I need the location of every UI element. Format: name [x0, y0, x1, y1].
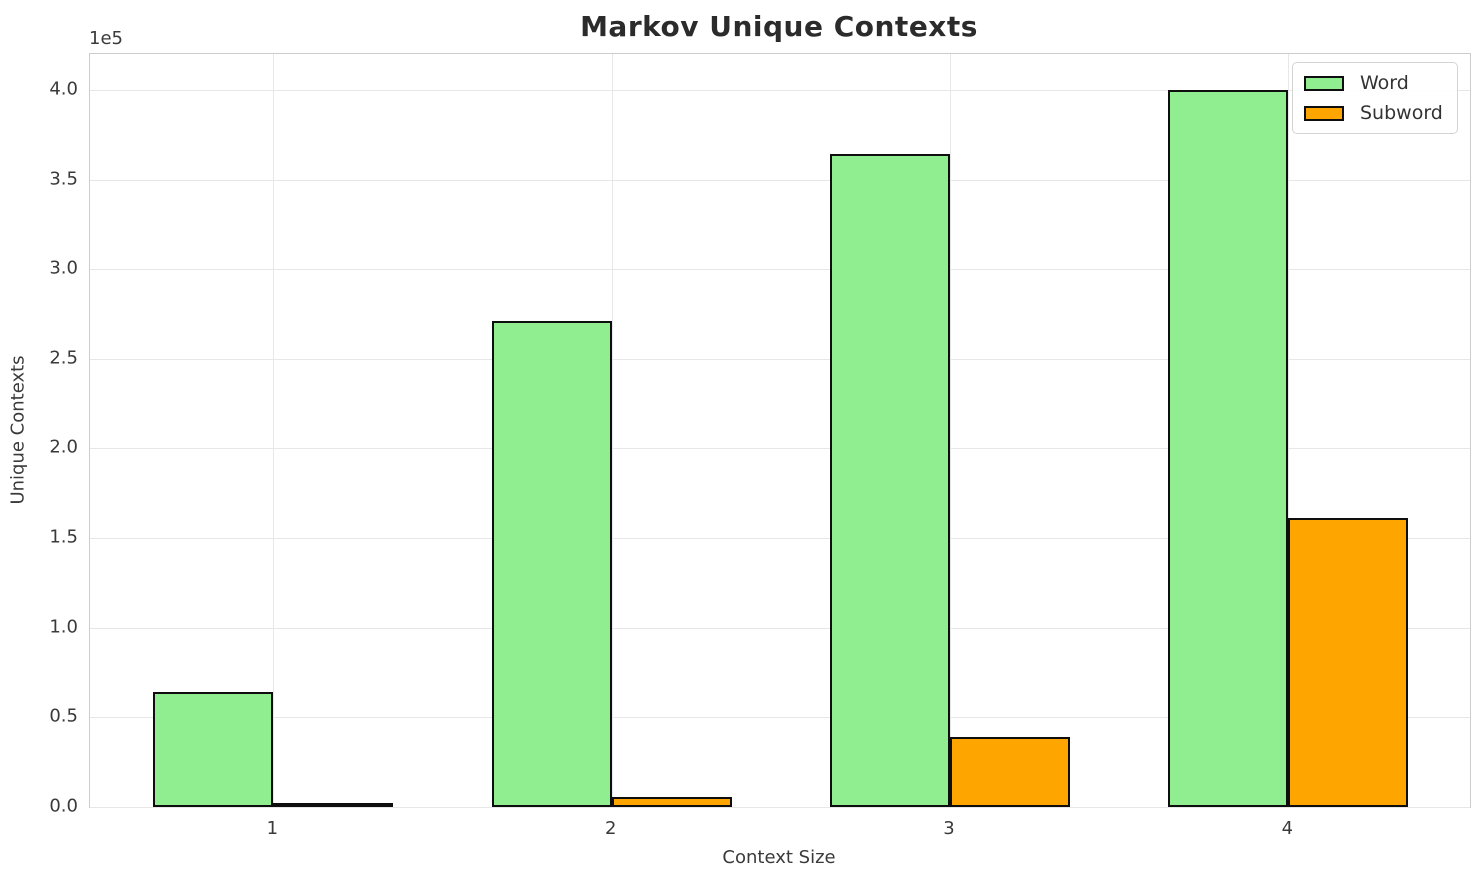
x-tick-label-4: 4 [1281, 818, 1294, 839]
legend-item-subword: Subword [1304, 102, 1443, 124]
y-gridline-3.5 [90, 179, 1470, 181]
y-axis-label: Unique Contexts [7, 355, 29, 505]
legend-item-word: Word [1304, 72, 1443, 94]
plot-area [89, 53, 1471, 808]
bar-word-3 [830, 154, 950, 807]
x-tick-label-1: 1 [266, 818, 279, 839]
legend-label-subword: Subword [1360, 102, 1443, 124]
y-tick-label-3.5: 3.5 [49, 168, 78, 189]
y-tick-label-1.0: 1.0 [49, 616, 78, 638]
bar-word-4 [1168, 89, 1289, 807]
y-gridline-2.5 [90, 358, 1470, 360]
x-gridline-3 [950, 54, 951, 807]
bar-subword-3 [950, 737, 1070, 807]
legend: Word Subword [1292, 62, 1458, 134]
x-gridline-4 [1288, 54, 1290, 807]
bar-subword-1 [273, 803, 394, 807]
legend-label-word: Word [1360, 72, 1409, 94]
y-gridline-4.0 [90, 89, 1470, 91]
y-axis-offset-text: 1e5 [89, 28, 123, 49]
chart-title: Markov Unique Contexts [580, 10, 978, 43]
y-gridline-0.0 [90, 807, 1470, 808]
y-tick-label-3.0: 3.0 [49, 257, 78, 279]
x-tick-label-3: 3 [943, 818, 955, 839]
y-gridline-3.0 [90, 269, 1470, 271]
subword-swatch-icon [1304, 105, 1344, 121]
y-tick-label-2.0: 2.0 [49, 436, 78, 458]
y-gridline-0.5 [90, 717, 1470, 719]
y-tick-label-1.5: 1.5 [49, 526, 78, 548]
bar-word-2 [491, 321, 612, 807]
y-tick-label-2.5: 2.5 [49, 347, 78, 369]
x-tick-label-2: 2 [604, 818, 617, 839]
y-tick-label-0.5: 0.5 [49, 705, 78, 727]
x-gridline-2 [611, 54, 613, 807]
bar-subword-2 [611, 797, 732, 807]
y-gridline-1.5 [90, 538, 1470, 540]
y-gridline-1.0 [90, 627, 1470, 629]
y-tick-label-0.0: 0.0 [49, 795, 78, 817]
x-axis-label: Context Size [722, 847, 836, 868]
y-gridline-2.0 [90, 448, 1470, 450]
word-swatch-icon [1304, 75, 1344, 91]
y-tick-label-4.0: 4.0 [49, 78, 78, 100]
bar-subword-4 [1288, 518, 1409, 807]
x-gridline-1 [273, 54, 275, 807]
bar-word-1 [153, 692, 274, 807]
